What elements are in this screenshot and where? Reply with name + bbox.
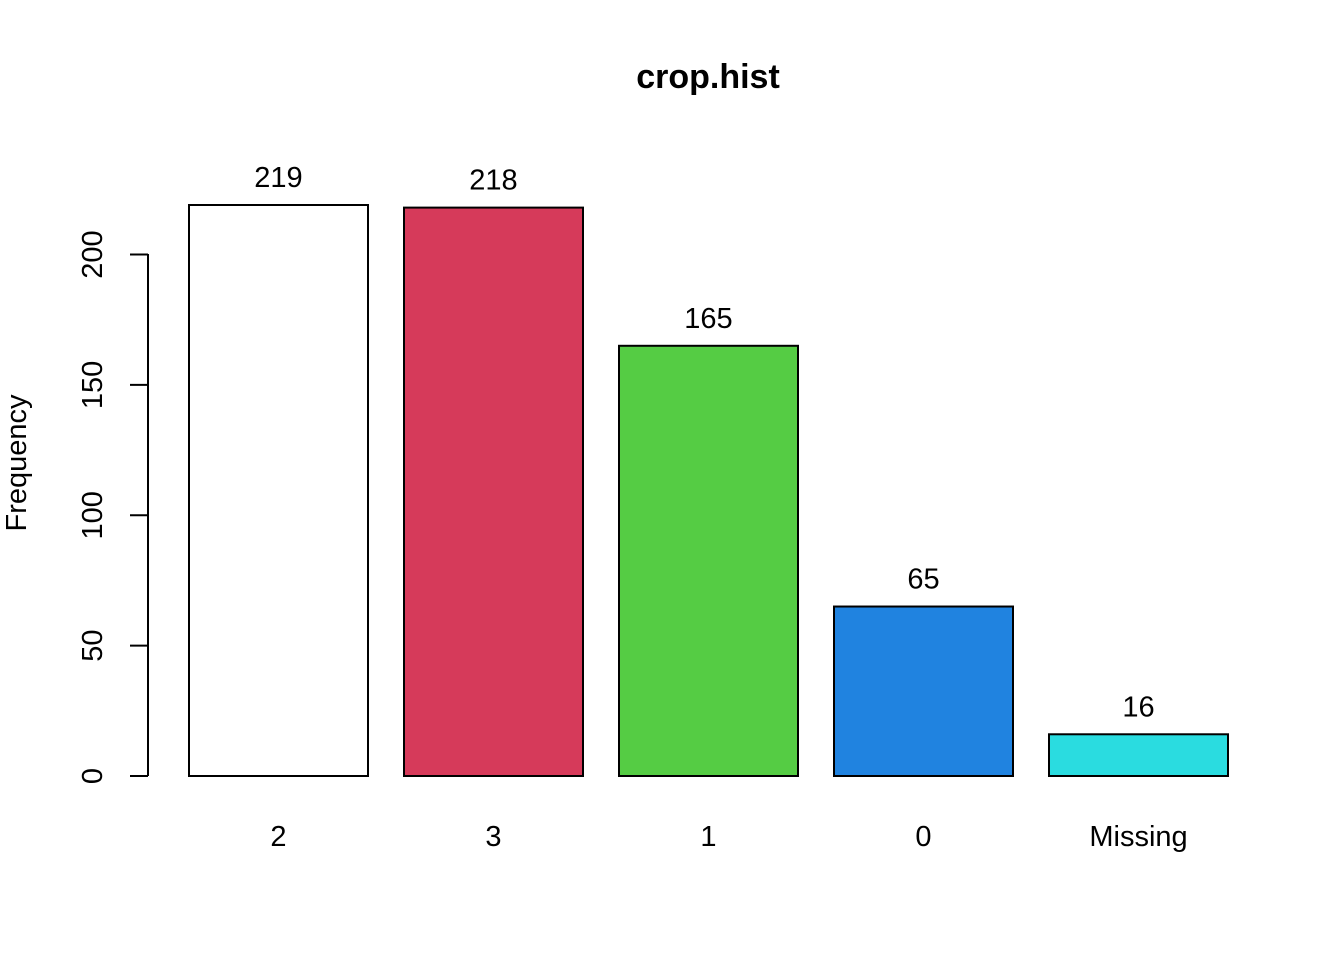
bar <box>403 206 584 777</box>
y-tick-label: 0 <box>77 768 109 784</box>
bars-group <box>188 204 1229 777</box>
bar-data-label: 218 <box>469 165 517 197</box>
y-axis-ticks: 0 50 100 150 200 <box>77 230 148 784</box>
category-label: 1 <box>700 821 716 853</box>
bar-data-label: 16 <box>1122 691 1154 723</box>
chart-title: crop.hist <box>636 58 780 96</box>
y-axis-title: Frequency <box>1 394 33 532</box>
data-labels-group: 219 218 165 65 16 <box>254 162 1154 723</box>
category-labels-group: 2 3 1 0 Missing <box>270 821 1187 853</box>
category-label: 2 <box>270 821 286 853</box>
bar <box>618 344 799 777</box>
bar <box>833 605 1014 777</box>
y-tick-label: 50 <box>77 630 109 662</box>
category-label: Missing <box>1089 821 1187 853</box>
bar-data-label: 165 <box>684 303 732 335</box>
y-tick-label: 100 <box>77 491 109 539</box>
category-label: 3 <box>485 821 501 853</box>
bar-data-label: 219 <box>254 162 302 194</box>
y-tick-label: 150 <box>77 361 109 409</box>
bar <box>1048 733 1229 777</box>
y-tick-label: 200 <box>77 230 109 278</box>
bar-data-label: 65 <box>907 564 939 596</box>
bar <box>188 204 369 777</box>
category-label: 0 <box>915 821 931 853</box>
